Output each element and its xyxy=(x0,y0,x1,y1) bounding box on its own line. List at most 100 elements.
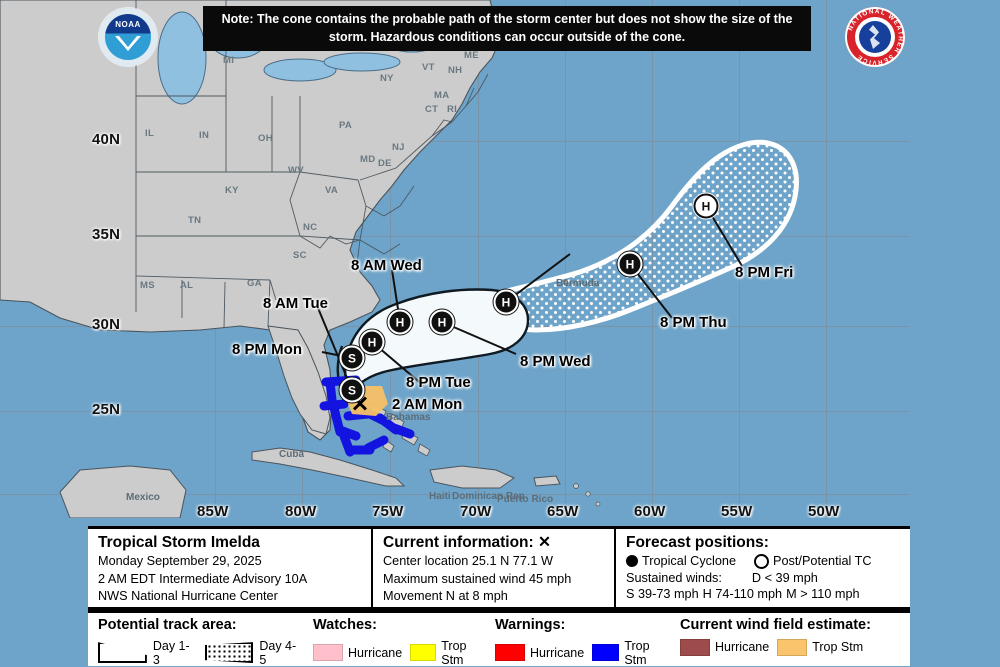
state-label-wv: WV xyxy=(288,165,304,176)
current-info-x-icon: ✕ xyxy=(538,534,551,551)
marker-8-pm-thu[interactable]: H xyxy=(617,251,643,277)
state-label-ma: MA xyxy=(434,90,450,101)
noaa-logo: NOAA xyxy=(99,8,157,66)
lon-label-50w: 50W xyxy=(808,503,840,518)
storm-date: Monday September 29, 2025 xyxy=(98,554,262,569)
noaa-logo-text: NOAA xyxy=(115,20,141,29)
state-label-va: VA xyxy=(325,185,339,196)
sustained-winds-row: Sustained winds: D < 39 mph xyxy=(626,570,910,587)
storm-movement: Movement N at 8 mph xyxy=(383,588,508,603)
lon-label-85w: 85W xyxy=(197,503,229,518)
track-label-8-pm-tue: 8 PM Tue xyxy=(406,374,471,391)
watch-hurricane: Hurricane xyxy=(313,644,403,662)
marker-8-pm-tue[interactable]: H xyxy=(359,329,385,355)
legend-potential-track: Potential track area: Day 1-3 Day 4-5 xyxy=(88,616,304,667)
warnings-title: Warnings: xyxy=(495,617,566,633)
state-label-sc: SC xyxy=(293,250,307,261)
lon-label-65w: 65W xyxy=(547,503,579,518)
map-legend-bar: Potential track area: Day 1-3 Day 4-5 Wa… xyxy=(88,613,910,667)
state-label-me: ME xyxy=(464,50,479,61)
windfield-trop-stm-label: Trop Stm xyxy=(812,640,864,655)
state-label-il: IL xyxy=(145,128,155,139)
track-label-8-pm-wed: 8 PM Wed xyxy=(520,353,591,370)
windfield-hurricane: Hurricane xyxy=(680,638,769,656)
forecast-positions-title: Forecast positions: xyxy=(626,534,769,551)
track-label-2-am-mon: 2 AM Mon xyxy=(392,396,463,413)
state-label-vt: VT xyxy=(422,62,435,73)
forecast-map[interactable]: ✕ S S H H H H H H 8 PM Mon 8 AM Tue 8 AM… xyxy=(0,0,910,518)
gridline-65w xyxy=(565,0,566,518)
marker-8-pm-fri[interactable]: H xyxy=(693,193,719,219)
lat-label-40n: 40N xyxy=(92,131,121,148)
windfield-hurricane-swatch xyxy=(680,638,710,656)
lat-label-25n: 25N xyxy=(92,401,121,418)
state-label-de: DE xyxy=(378,158,392,169)
geo-label-bermuda: Bermuda xyxy=(556,278,600,289)
wind-range-d: D < 39 mph xyxy=(751,570,818,585)
right-border-fill xyxy=(910,0,1000,666)
marker-leader-lines xyxy=(317,205,743,391)
current-info-title: Current information: ✕ xyxy=(383,533,614,553)
cone-disclaimer-note: Note: The cone contains the probable pat… xyxy=(203,6,811,52)
legend-warnings: Warnings: Hurricane Trop Stm xyxy=(485,616,670,667)
lat-label-30n: 30N xyxy=(92,316,121,333)
day-4-5-label: Day 4-5 xyxy=(259,638,297,667)
state-label-ny: NY xyxy=(380,73,394,84)
marker-8-am-wed[interactable]: H xyxy=(387,309,413,335)
watches-title: Watches: xyxy=(313,617,377,633)
state-label-nj: NJ xyxy=(392,142,405,153)
state-label-al: AL xyxy=(180,280,194,291)
post-potential-tc-label: Post/Potential TC xyxy=(773,554,872,569)
gridline-25n xyxy=(0,411,910,412)
state-label-oh: OH xyxy=(258,133,273,144)
gridline-70w xyxy=(478,0,479,518)
track-label-8-pm-thu: 8 PM Thu xyxy=(660,314,727,331)
lon-label-60w: 60W xyxy=(634,503,666,518)
lon-label-75w: 75W xyxy=(372,503,404,518)
gridline-50w xyxy=(826,0,827,518)
max-sustained-wind: Maximum sustained wind 45 mph xyxy=(383,571,572,586)
tropical-cyclone-icon xyxy=(626,555,638,568)
nws-logo: NATIONAL WEATHER SERVICE xyxy=(845,7,905,67)
nws-globe-icon xyxy=(859,21,891,53)
wind-range-s: S 39-73 mph xyxy=(626,587,699,602)
infobar-divider xyxy=(88,610,910,613)
lon-label-55w: 55W xyxy=(721,503,753,518)
legend-day-4-5: Day 4-5 xyxy=(204,638,304,667)
storm-summary-panel: Tropical Storm Imelda Monday September 2… xyxy=(88,529,371,607)
svg-text:NATIONAL WEATHER SERVICE: NATIONAL WEATHER SERVICE xyxy=(847,8,904,66)
state-label-ct: CT xyxy=(425,104,439,115)
state-label-tn: TN xyxy=(188,215,202,226)
state-label-nh: NH xyxy=(448,65,463,76)
watch-hurricane-label: Hurricane xyxy=(348,645,403,660)
watch-trop-stm: Trop Stm xyxy=(410,639,485,667)
track-label-8-pm-fri: 8 PM Fri xyxy=(735,264,794,281)
marker-mid-track[interactable]: H xyxy=(493,289,519,315)
state-label-md: MD xyxy=(360,154,376,165)
center-location: Center location 25.1 N 77.1 W xyxy=(383,554,553,569)
storm-info-bar: Tropical Storm Imelda Monday September 2… xyxy=(88,526,910,610)
wind-range-h: H 74-110 mph xyxy=(702,587,783,602)
geo-label-cuba: Cuba xyxy=(279,449,304,460)
forecast-positions-panel: Forecast positions: Tropical Cyclone Pos… xyxy=(614,529,910,607)
storm-advisory: 2 AM EDT Intermediate Advisory 10A xyxy=(98,571,308,586)
geo-label-dominican: Dominican Rep xyxy=(452,491,525,502)
track-label-8-am-tue: 8 AM Tue xyxy=(263,295,329,312)
watch-trop-stm-label: Trop Stm xyxy=(441,638,467,667)
state-label-ga: GA xyxy=(247,278,262,289)
cone-day-4-5 xyxy=(465,139,799,333)
state-label-nc: NC xyxy=(303,222,318,233)
tropical-cyclone-label: Tropical Cyclone xyxy=(642,554,737,569)
marker-8-am-tue[interactable]: S xyxy=(339,345,365,371)
track-label-8-am-wed: 8 AM Wed xyxy=(351,257,422,274)
storm-agency: NWS National Hurricane Center xyxy=(98,588,278,603)
legend-watches: Watches: Hurricane Trop Stm xyxy=(303,616,485,667)
warning-trop-stm-label: Trop Stm xyxy=(624,638,650,667)
gridline-20n xyxy=(0,494,910,495)
storm-name-title: Tropical Storm Imelda xyxy=(98,534,260,551)
marker-8-pm-mon[interactable]: S xyxy=(339,377,365,403)
noaa-bird-icon xyxy=(115,36,141,52)
current-info-title-text: Current information: xyxy=(383,534,534,551)
marker-8-pm-wed[interactable]: H xyxy=(429,309,455,335)
